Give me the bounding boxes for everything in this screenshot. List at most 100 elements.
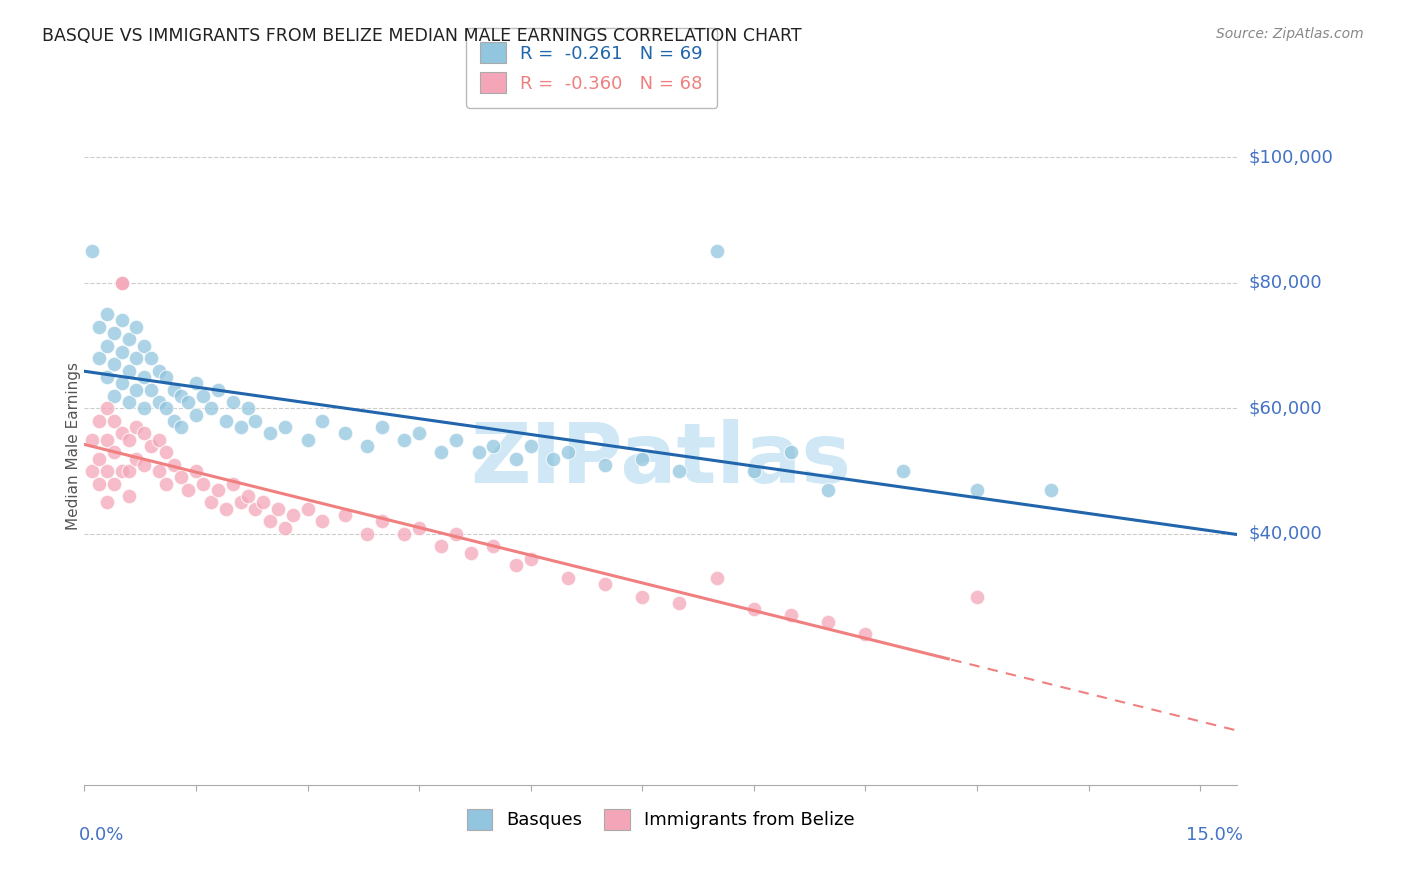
Point xyxy=(281,508,304,522)
Point xyxy=(155,476,177,491)
Point xyxy=(891,464,914,478)
Point xyxy=(148,364,170,378)
Point xyxy=(236,401,259,416)
Point xyxy=(408,426,430,441)
Text: BASQUE VS IMMIGRANTS FROM BELIZE MEDIAN MALE EARNINGS CORRELATION CHART: BASQUE VS IMMIGRANTS FROM BELIZE MEDIAN … xyxy=(42,27,801,45)
Point xyxy=(155,370,177,384)
Point xyxy=(557,571,579,585)
Point xyxy=(371,420,394,434)
Point xyxy=(141,351,163,365)
Point xyxy=(541,451,564,466)
Point xyxy=(132,338,155,352)
Point xyxy=(215,501,238,516)
Point xyxy=(103,445,125,459)
Point xyxy=(103,476,125,491)
Point xyxy=(125,451,148,466)
Point xyxy=(200,401,222,416)
Point xyxy=(966,590,988,604)
Point xyxy=(215,414,238,428)
Text: $100,000: $100,000 xyxy=(1249,148,1333,166)
Point xyxy=(668,464,690,478)
Point xyxy=(356,527,378,541)
Point xyxy=(89,414,111,428)
Point xyxy=(668,596,690,610)
Point xyxy=(446,433,468,447)
Point xyxy=(557,445,579,459)
Point xyxy=(103,389,125,403)
Point xyxy=(148,395,170,409)
Point xyxy=(467,445,489,459)
Point xyxy=(96,495,118,509)
Point xyxy=(229,495,252,509)
Point xyxy=(780,445,803,459)
Point xyxy=(356,439,378,453)
Point xyxy=(482,439,505,453)
Point xyxy=(430,540,453,554)
Text: $40,000: $40,000 xyxy=(1249,524,1322,543)
Point xyxy=(519,552,541,566)
Point xyxy=(177,395,200,409)
Point xyxy=(446,527,468,541)
Point xyxy=(80,244,103,259)
Point xyxy=(593,458,616,472)
Point xyxy=(817,615,839,629)
Point xyxy=(631,451,654,466)
Point xyxy=(177,483,200,497)
Point xyxy=(742,602,765,616)
Point xyxy=(118,433,141,447)
Point xyxy=(89,476,111,491)
Text: ZIPatlas: ZIPatlas xyxy=(471,419,851,500)
Point xyxy=(184,408,207,422)
Point xyxy=(631,590,654,604)
Text: 15.0%: 15.0% xyxy=(1187,826,1243,844)
Point xyxy=(125,319,148,334)
Point xyxy=(118,332,141,346)
Point xyxy=(96,433,118,447)
Point xyxy=(155,445,177,459)
Point xyxy=(853,627,876,641)
Point xyxy=(162,383,184,397)
Point xyxy=(80,433,103,447)
Point xyxy=(110,276,132,290)
Legend: Basques, Immigrants from Belize: Basques, Immigrants from Belize xyxy=(460,802,862,837)
Point xyxy=(333,508,356,522)
Point xyxy=(505,558,527,573)
Point xyxy=(132,458,155,472)
Point xyxy=(162,458,184,472)
Point xyxy=(141,439,163,453)
Point xyxy=(267,501,290,516)
Point xyxy=(780,608,803,623)
Point xyxy=(193,389,215,403)
Point xyxy=(155,401,177,416)
Point xyxy=(141,383,163,397)
Point xyxy=(1040,483,1063,497)
Point xyxy=(170,389,193,403)
Point xyxy=(259,426,281,441)
Text: $60,000: $60,000 xyxy=(1249,400,1322,417)
Point xyxy=(593,577,616,591)
Point xyxy=(193,476,215,491)
Point xyxy=(89,319,111,334)
Point xyxy=(252,495,274,509)
Point xyxy=(80,464,103,478)
Point xyxy=(207,483,229,497)
Point xyxy=(236,489,259,503)
Point xyxy=(170,420,193,434)
Point xyxy=(103,358,125,372)
Point xyxy=(229,420,252,434)
Point xyxy=(706,571,728,585)
Point xyxy=(125,420,148,434)
Point xyxy=(392,527,415,541)
Y-axis label: Median Male Earnings: Median Male Earnings xyxy=(66,362,80,530)
Point xyxy=(110,344,132,359)
Point xyxy=(706,244,728,259)
Point xyxy=(742,464,765,478)
Point xyxy=(297,433,319,447)
Point xyxy=(184,464,207,478)
Point xyxy=(125,383,148,397)
Point xyxy=(245,501,267,516)
Point xyxy=(110,276,132,290)
Text: $80,000: $80,000 xyxy=(1249,274,1322,292)
Point xyxy=(430,445,453,459)
Point xyxy=(207,383,229,397)
